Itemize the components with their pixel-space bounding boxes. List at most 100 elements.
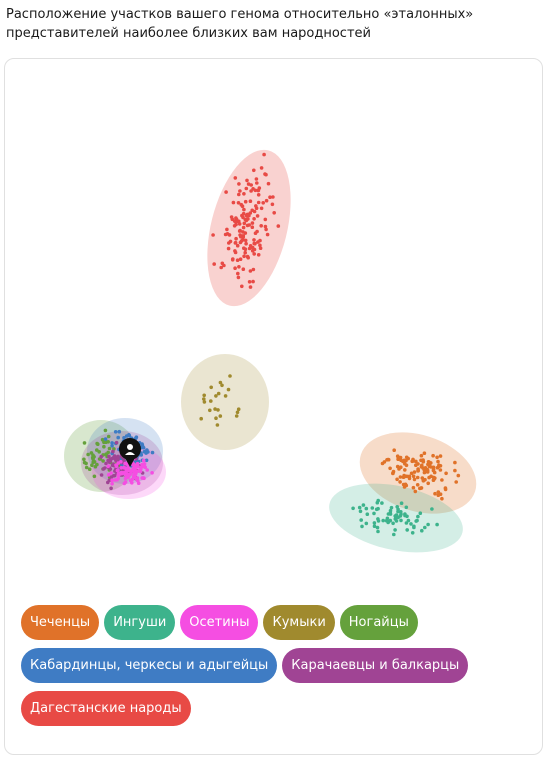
- sample-point: [433, 491, 437, 496]
- user-location-marker[interactable]: [119, 438, 141, 467]
- sample-point: [140, 476, 144, 480]
- sample-point: [241, 211, 246, 216]
- sample-point: [248, 269, 253, 273]
- sample-point: [259, 224, 263, 228]
- sample-point: [415, 483, 420, 487]
- sample-point: [403, 468, 407, 472]
- sample-point: [376, 519, 381, 523]
- sample-point: [395, 464, 400, 469]
- sample-point: [419, 486, 424, 490]
- sample-point: [235, 258, 240, 262]
- legend-item[interactable]: Чеченцы: [21, 605, 100, 640]
- sample-point: [243, 250, 247, 255]
- sample-point: [423, 525, 427, 530]
- sample-point: [145, 448, 149, 452]
- sample-point: [415, 518, 419, 523]
- sample-point: [144, 458, 149, 463]
- sample-point: [252, 252, 256, 256]
- sample-point: [122, 436, 126, 440]
- sample-point: [357, 505, 362, 510]
- sample-point: [250, 225, 255, 229]
- sample-point: [264, 198, 269, 203]
- sample-point: [236, 275, 241, 280]
- sample-point: [243, 238, 248, 243]
- legend-item[interactable]: Ногайцы: [339, 605, 418, 640]
- sample-point: [212, 262, 216, 266]
- sample-point: [372, 521, 377, 525]
- sample-point: [231, 200, 236, 205]
- legend-item[interactable]: Ингуши: [104, 605, 176, 640]
- sample-point: [248, 199, 253, 203]
- sample-point: [438, 454, 443, 458]
- sample-point: [380, 501, 384, 505]
- sample-point: [226, 246, 231, 251]
- sample-point: [386, 457, 390, 462]
- sample-point: [258, 246, 263, 250]
- sample-point: [401, 482, 406, 487]
- sample-point: [392, 448, 397, 453]
- sample-point: [256, 253, 261, 257]
- sample-point: [139, 467, 143, 472]
- sample-point: [436, 490, 441, 494]
- user-location-icon: [127, 444, 133, 450]
- sample-point: [361, 503, 366, 507]
- sample-point: [225, 227, 229, 232]
- sample-point: [421, 479, 426, 483]
- legend-item[interactable]: Кумыки: [263, 605, 335, 640]
- sample-point: [386, 512, 391, 516]
- sample-point: [242, 221, 247, 226]
- sample-point: [95, 462, 99, 467]
- sample-point: [244, 186, 249, 191]
- sample-point: [91, 460, 95, 465]
- sample-point: [454, 480, 459, 484]
- sample-point: [95, 448, 99, 452]
- sample-point: [110, 441, 114, 445]
- sample-point: [256, 193, 261, 197]
- sample-point: [232, 219, 237, 223]
- sample-point: [226, 387, 231, 392]
- legend-row: Дагестанские народы: [21, 691, 526, 726]
- sample-point: [395, 505, 400, 509]
- legend-item[interactable]: Карачаевцы и балкарцы: [282, 648, 469, 683]
- sample-point: [420, 528, 424, 533]
- sample-point: [235, 243, 240, 248]
- sample-point: [391, 471, 395, 475]
- sample-point: [416, 469, 421, 473]
- sample-point: [242, 246, 246, 250]
- legend-item[interactable]: Кабардинцы, черкесы и адыгейцы: [21, 648, 278, 683]
- sample-point: [265, 232, 270, 237]
- sample-point: [117, 429, 122, 434]
- sample-point: [255, 229, 259, 234]
- sample-point: [237, 222, 242, 226]
- sample-point: [238, 233, 242, 237]
- legend-item[interactable]: Дагестанские народы: [21, 691, 191, 726]
- sample-point: [247, 246, 252, 251]
- sample-point: [440, 478, 444, 482]
- sample-point: [429, 465, 433, 469]
- cluster-ellipse-chechens: [359, 432, 477, 514]
- sample-point: [142, 464, 146, 468]
- sample-point: [136, 464, 140, 469]
- sample-point: [263, 217, 268, 222]
- sample-point: [398, 475, 403, 479]
- sample-point: [216, 391, 221, 396]
- sample-point: [237, 265, 241, 269]
- sample-point: [133, 465, 137, 470]
- sample-point: [237, 192, 241, 197]
- sample-point: [351, 506, 355, 511]
- sample-point: [259, 206, 264, 211]
- legend-item[interactable]: Осетины: [180, 605, 259, 640]
- sample-point: [144, 451, 148, 455]
- sample-point: [241, 225, 246, 230]
- sample-point: [398, 455, 403, 460]
- sample-point: [404, 455, 409, 460]
- sample-point: [233, 250, 238, 255]
- sample-point: [438, 468, 443, 472]
- sample-point: [419, 453, 424, 458]
- sample-point: [404, 521, 409, 525]
- sample-point: [145, 468, 149, 472]
- sample-point: [103, 428, 108, 433]
- sample-point: [413, 489, 418, 494]
- sample-point: [141, 458, 146, 463]
- sample-point: [431, 453, 435, 458]
